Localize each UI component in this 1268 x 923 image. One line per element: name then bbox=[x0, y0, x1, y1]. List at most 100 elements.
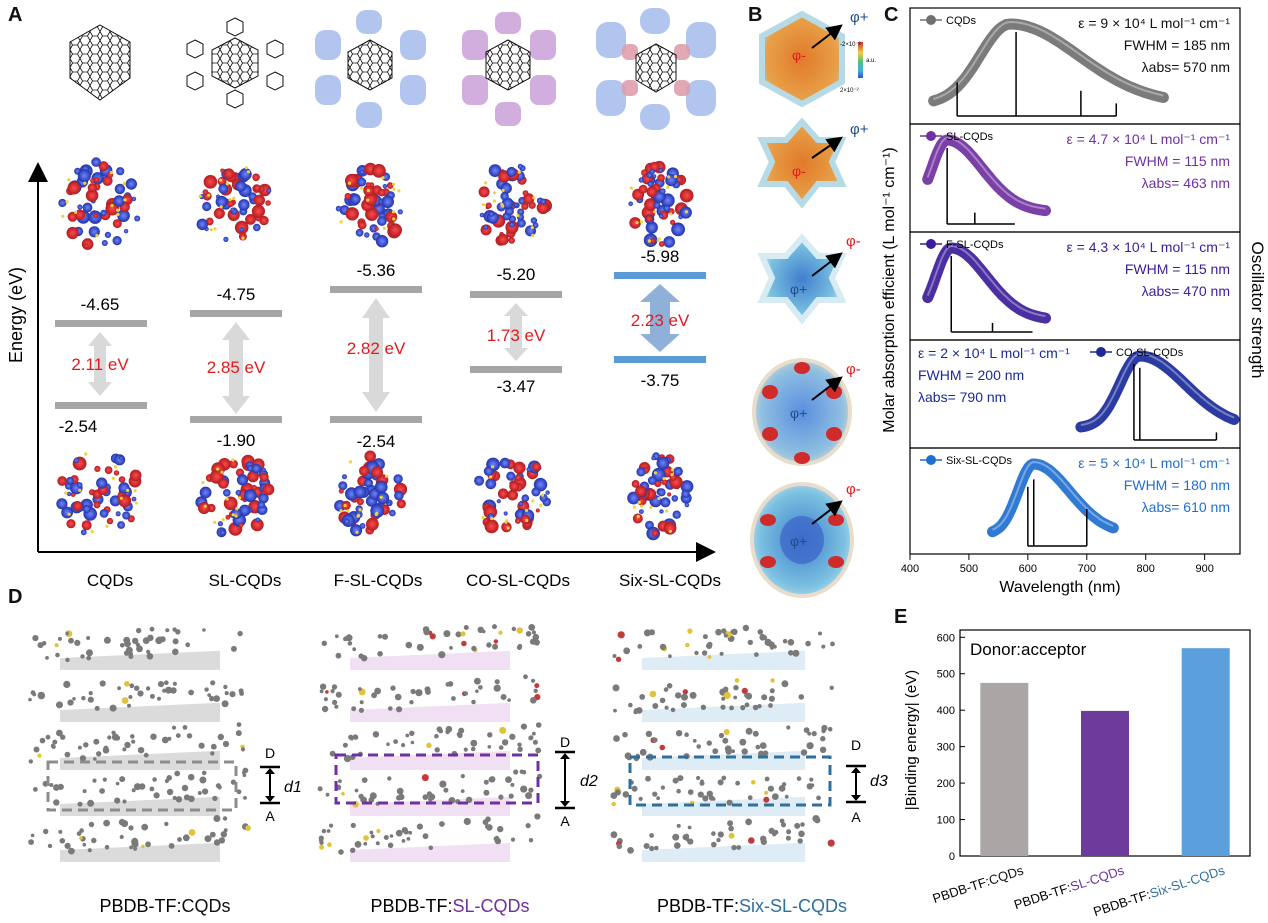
atom bbox=[238, 496, 242, 500]
acceptor-layer bbox=[642, 842, 805, 862]
atom bbox=[762, 635, 768, 641]
atom bbox=[94, 705, 100, 711]
y-tick-label: 400 bbox=[937, 705, 955, 717]
atom bbox=[210, 680, 216, 686]
orbital-lobe bbox=[355, 228, 364, 237]
atom bbox=[460, 631, 466, 637]
atom bbox=[416, 823, 423, 830]
atom bbox=[86, 649, 93, 657]
atom bbox=[717, 779, 724, 786]
atom bbox=[405, 733, 410, 738]
atom bbox=[645, 730, 653, 738]
lambda-annotation: λabs= 790 nm bbox=[918, 389, 1006, 405]
atom bbox=[779, 818, 785, 824]
atom bbox=[638, 796, 643, 801]
orbital-lobe bbox=[657, 488, 666, 497]
atom bbox=[821, 644, 826, 649]
atom bbox=[675, 692, 682, 699]
svg-text:D: D bbox=[265, 745, 275, 761]
atom bbox=[639, 748, 647, 756]
atom bbox=[50, 743, 55, 748]
atom bbox=[533, 688, 538, 693]
atom bbox=[654, 845, 659, 851]
orbital-lobe bbox=[101, 240, 108, 246]
atom bbox=[82, 789, 87, 794]
atom bbox=[350, 847, 356, 853]
epsilon-annotation: ε = 9 × 10⁴ L mol⁻¹ cm⁻¹ bbox=[1078, 15, 1230, 31]
atom bbox=[500, 694, 507, 700]
homo-value: -3.75 bbox=[641, 371, 680, 390]
atom bbox=[438, 651, 446, 659]
atom bbox=[763, 796, 770, 803]
atom bbox=[86, 655, 92, 661]
atom bbox=[616, 843, 623, 850]
orbital-lobe bbox=[250, 518, 264, 532]
atom bbox=[359, 700, 364, 705]
atom bbox=[488, 777, 494, 783]
orbital-lobe bbox=[93, 177, 100, 183]
atom bbox=[668, 654, 672, 659]
atom bbox=[486, 642, 492, 648]
atom bbox=[134, 501, 138, 505]
atom bbox=[460, 774, 465, 779]
panel-b-esp-maps: -2×10⁻² 2×10⁻² a.u. φ+ φ- φ+ φ- φ- φ+ φ-… bbox=[750, 9, 876, 598]
gap-arrow bbox=[222, 322, 250, 414]
atom bbox=[128, 825, 134, 831]
atom bbox=[492, 643, 499, 650]
orbital-lobe bbox=[220, 168, 225, 173]
orbital-lobe bbox=[656, 456, 670, 470]
atom bbox=[143, 752, 149, 758]
atom bbox=[422, 833, 429, 840]
atom bbox=[236, 789, 242, 795]
atom bbox=[617, 631, 625, 639]
atom bbox=[484, 181, 488, 185]
atom bbox=[672, 833, 680, 841]
orbital-lobe bbox=[386, 182, 394, 189]
atom bbox=[83, 742, 89, 748]
atom bbox=[130, 734, 135, 739]
orbital-lobe bbox=[265, 200, 271, 206]
atom bbox=[220, 831, 227, 838]
atom bbox=[207, 193, 211, 197]
atom bbox=[627, 847, 634, 854]
subplot-frame bbox=[909, 447, 1241, 555]
atom bbox=[335, 691, 342, 698]
atom bbox=[325, 690, 329, 694]
orbital-lobe bbox=[632, 513, 643, 524]
atom bbox=[65, 657, 70, 663]
atom bbox=[341, 792, 345, 796]
atom bbox=[525, 823, 531, 829]
atom bbox=[764, 776, 770, 782]
orbital-lobe bbox=[658, 167, 663, 173]
atom bbox=[736, 845, 742, 850]
orbital-lobe bbox=[514, 517, 521, 524]
atom bbox=[375, 841, 380, 846]
orbital-lobe bbox=[530, 217, 538, 224]
atom bbox=[657, 237, 661, 241]
atom bbox=[39, 737, 46, 744]
atom bbox=[428, 845, 434, 851]
atom bbox=[747, 795, 753, 801]
atom bbox=[59, 838, 66, 844]
atom bbox=[401, 827, 408, 834]
atom bbox=[389, 834, 394, 838]
atom bbox=[347, 641, 353, 646]
atom bbox=[145, 841, 152, 848]
atom bbox=[335, 652, 342, 659]
absorption-curve bbox=[1075, 350, 1240, 433]
atom bbox=[781, 680, 789, 688]
orbital-lobe bbox=[119, 456, 124, 461]
atom bbox=[349, 736, 354, 741]
atom bbox=[681, 693, 688, 701]
caption-pbdb-sl-cqds: PBDB-TF:SL-CQDs bbox=[370, 896, 529, 916]
atom bbox=[707, 641, 713, 648]
atom bbox=[64, 751, 71, 758]
atom bbox=[492, 624, 497, 630]
atom bbox=[517, 643, 523, 649]
orbital-lobe bbox=[235, 180, 247, 192]
orbital-lobe bbox=[532, 222, 539, 229]
orbital-lobe bbox=[213, 207, 225, 219]
orbital-lobe bbox=[252, 223, 261, 232]
orbital-lobe bbox=[235, 489, 242, 496]
atom bbox=[363, 835, 369, 841]
